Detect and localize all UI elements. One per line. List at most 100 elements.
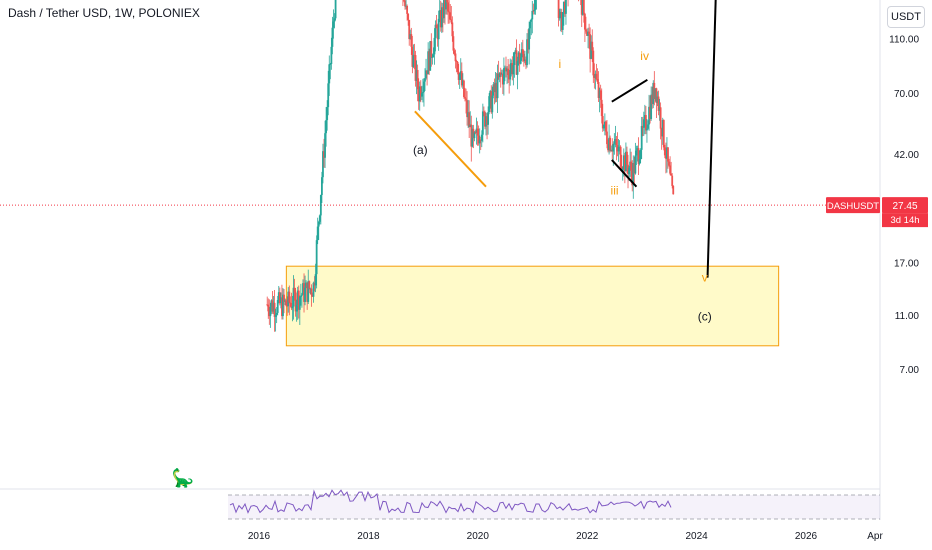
candle-body xyxy=(530,19,533,22)
candle-body xyxy=(622,155,625,169)
candle-body xyxy=(515,50,518,75)
candle-body xyxy=(333,18,336,22)
candle-body xyxy=(512,65,515,75)
candle-body xyxy=(517,52,520,61)
candle-body xyxy=(447,2,450,12)
candle-body xyxy=(525,59,527,66)
y-tick-label: 17.00 xyxy=(894,259,919,270)
currency-button[interactable]: USDT xyxy=(887,6,925,28)
countdown-bg xyxy=(882,213,928,228)
candle-body xyxy=(460,71,463,86)
candle-body xyxy=(307,281,310,302)
candle-body xyxy=(658,107,661,111)
candle-body xyxy=(476,128,479,136)
price-label-bg xyxy=(882,197,928,214)
candle-body xyxy=(467,112,470,118)
candle-body xyxy=(641,125,644,128)
candle-body xyxy=(494,82,497,93)
candle-body xyxy=(596,78,599,82)
candle-body xyxy=(625,151,627,172)
candle-body xyxy=(558,17,561,19)
candle-body xyxy=(609,137,612,151)
wave-iii-label: iii xyxy=(611,183,619,197)
candle-body xyxy=(509,69,512,80)
candle-body xyxy=(433,37,436,55)
candle-body xyxy=(423,81,425,93)
candle-body xyxy=(497,73,500,78)
candle-body xyxy=(613,143,616,145)
candle-body xyxy=(514,50,517,53)
candle-body xyxy=(498,72,501,78)
countdown-label: 3d 14h xyxy=(890,215,919,226)
candle-body xyxy=(478,139,481,144)
candle-body xyxy=(487,112,490,125)
candle-body xyxy=(669,165,671,174)
symbol-badge-bg xyxy=(826,197,880,214)
candle-body xyxy=(295,305,298,312)
candle-body xyxy=(631,170,634,186)
candle-body xyxy=(562,1,565,13)
candle-body xyxy=(293,287,296,293)
candle-body xyxy=(451,22,454,37)
candle-body xyxy=(287,291,290,307)
candle-body xyxy=(662,120,665,148)
candle-body xyxy=(473,132,476,139)
candle-body xyxy=(599,90,602,100)
candle-body xyxy=(326,107,329,121)
candle-body xyxy=(533,9,536,12)
candle-body xyxy=(607,144,609,151)
candle-body xyxy=(615,139,618,146)
candle-body xyxy=(267,304,270,312)
candle-body xyxy=(559,11,562,18)
candle-body xyxy=(620,166,623,170)
candle-body xyxy=(610,149,613,151)
x-tick-label: 2016 xyxy=(248,531,271,542)
candle-body xyxy=(650,94,653,119)
candle-body xyxy=(443,0,445,19)
candle-body xyxy=(438,10,441,19)
candle-body xyxy=(450,19,453,23)
candle-body xyxy=(302,283,304,295)
candle-body xyxy=(670,173,673,176)
candle-body xyxy=(628,167,630,175)
x-tick-label: 2018 xyxy=(357,531,380,542)
wave-line xyxy=(611,78,648,103)
candle-body xyxy=(405,5,407,7)
candle-body xyxy=(595,73,598,79)
y-tick-label: 70.00 xyxy=(894,89,919,100)
y-tick-label: 110.00 xyxy=(889,35,919,46)
candle-body xyxy=(328,64,331,84)
candle-body xyxy=(592,50,595,76)
candle-body xyxy=(651,94,654,105)
candle-body xyxy=(646,128,648,131)
wave-c-label: (c) xyxy=(698,309,712,323)
candle-body xyxy=(277,292,280,300)
candle-body xyxy=(437,18,440,40)
candle-body xyxy=(492,84,495,96)
candle-body xyxy=(469,124,472,128)
candle-body xyxy=(441,7,444,19)
candle-body xyxy=(614,139,617,144)
candle-body xyxy=(446,0,448,3)
candle-body xyxy=(588,31,590,35)
candle-body xyxy=(429,41,432,71)
candle-body xyxy=(410,34,413,47)
candle-body xyxy=(475,128,478,133)
candle-body xyxy=(417,89,420,102)
candle-body xyxy=(406,5,409,14)
candle-body xyxy=(527,39,529,50)
candle-body xyxy=(587,31,589,36)
support-zone xyxy=(285,265,780,347)
candle-body xyxy=(456,61,459,73)
candle-body xyxy=(667,147,669,162)
candle-body xyxy=(626,151,628,165)
candle-body xyxy=(324,133,326,158)
candle-body xyxy=(431,57,434,58)
candle-body xyxy=(452,36,455,51)
candle-body xyxy=(619,146,622,167)
candle-body xyxy=(296,290,299,306)
candle-body xyxy=(428,51,431,71)
candle-body xyxy=(605,121,607,132)
